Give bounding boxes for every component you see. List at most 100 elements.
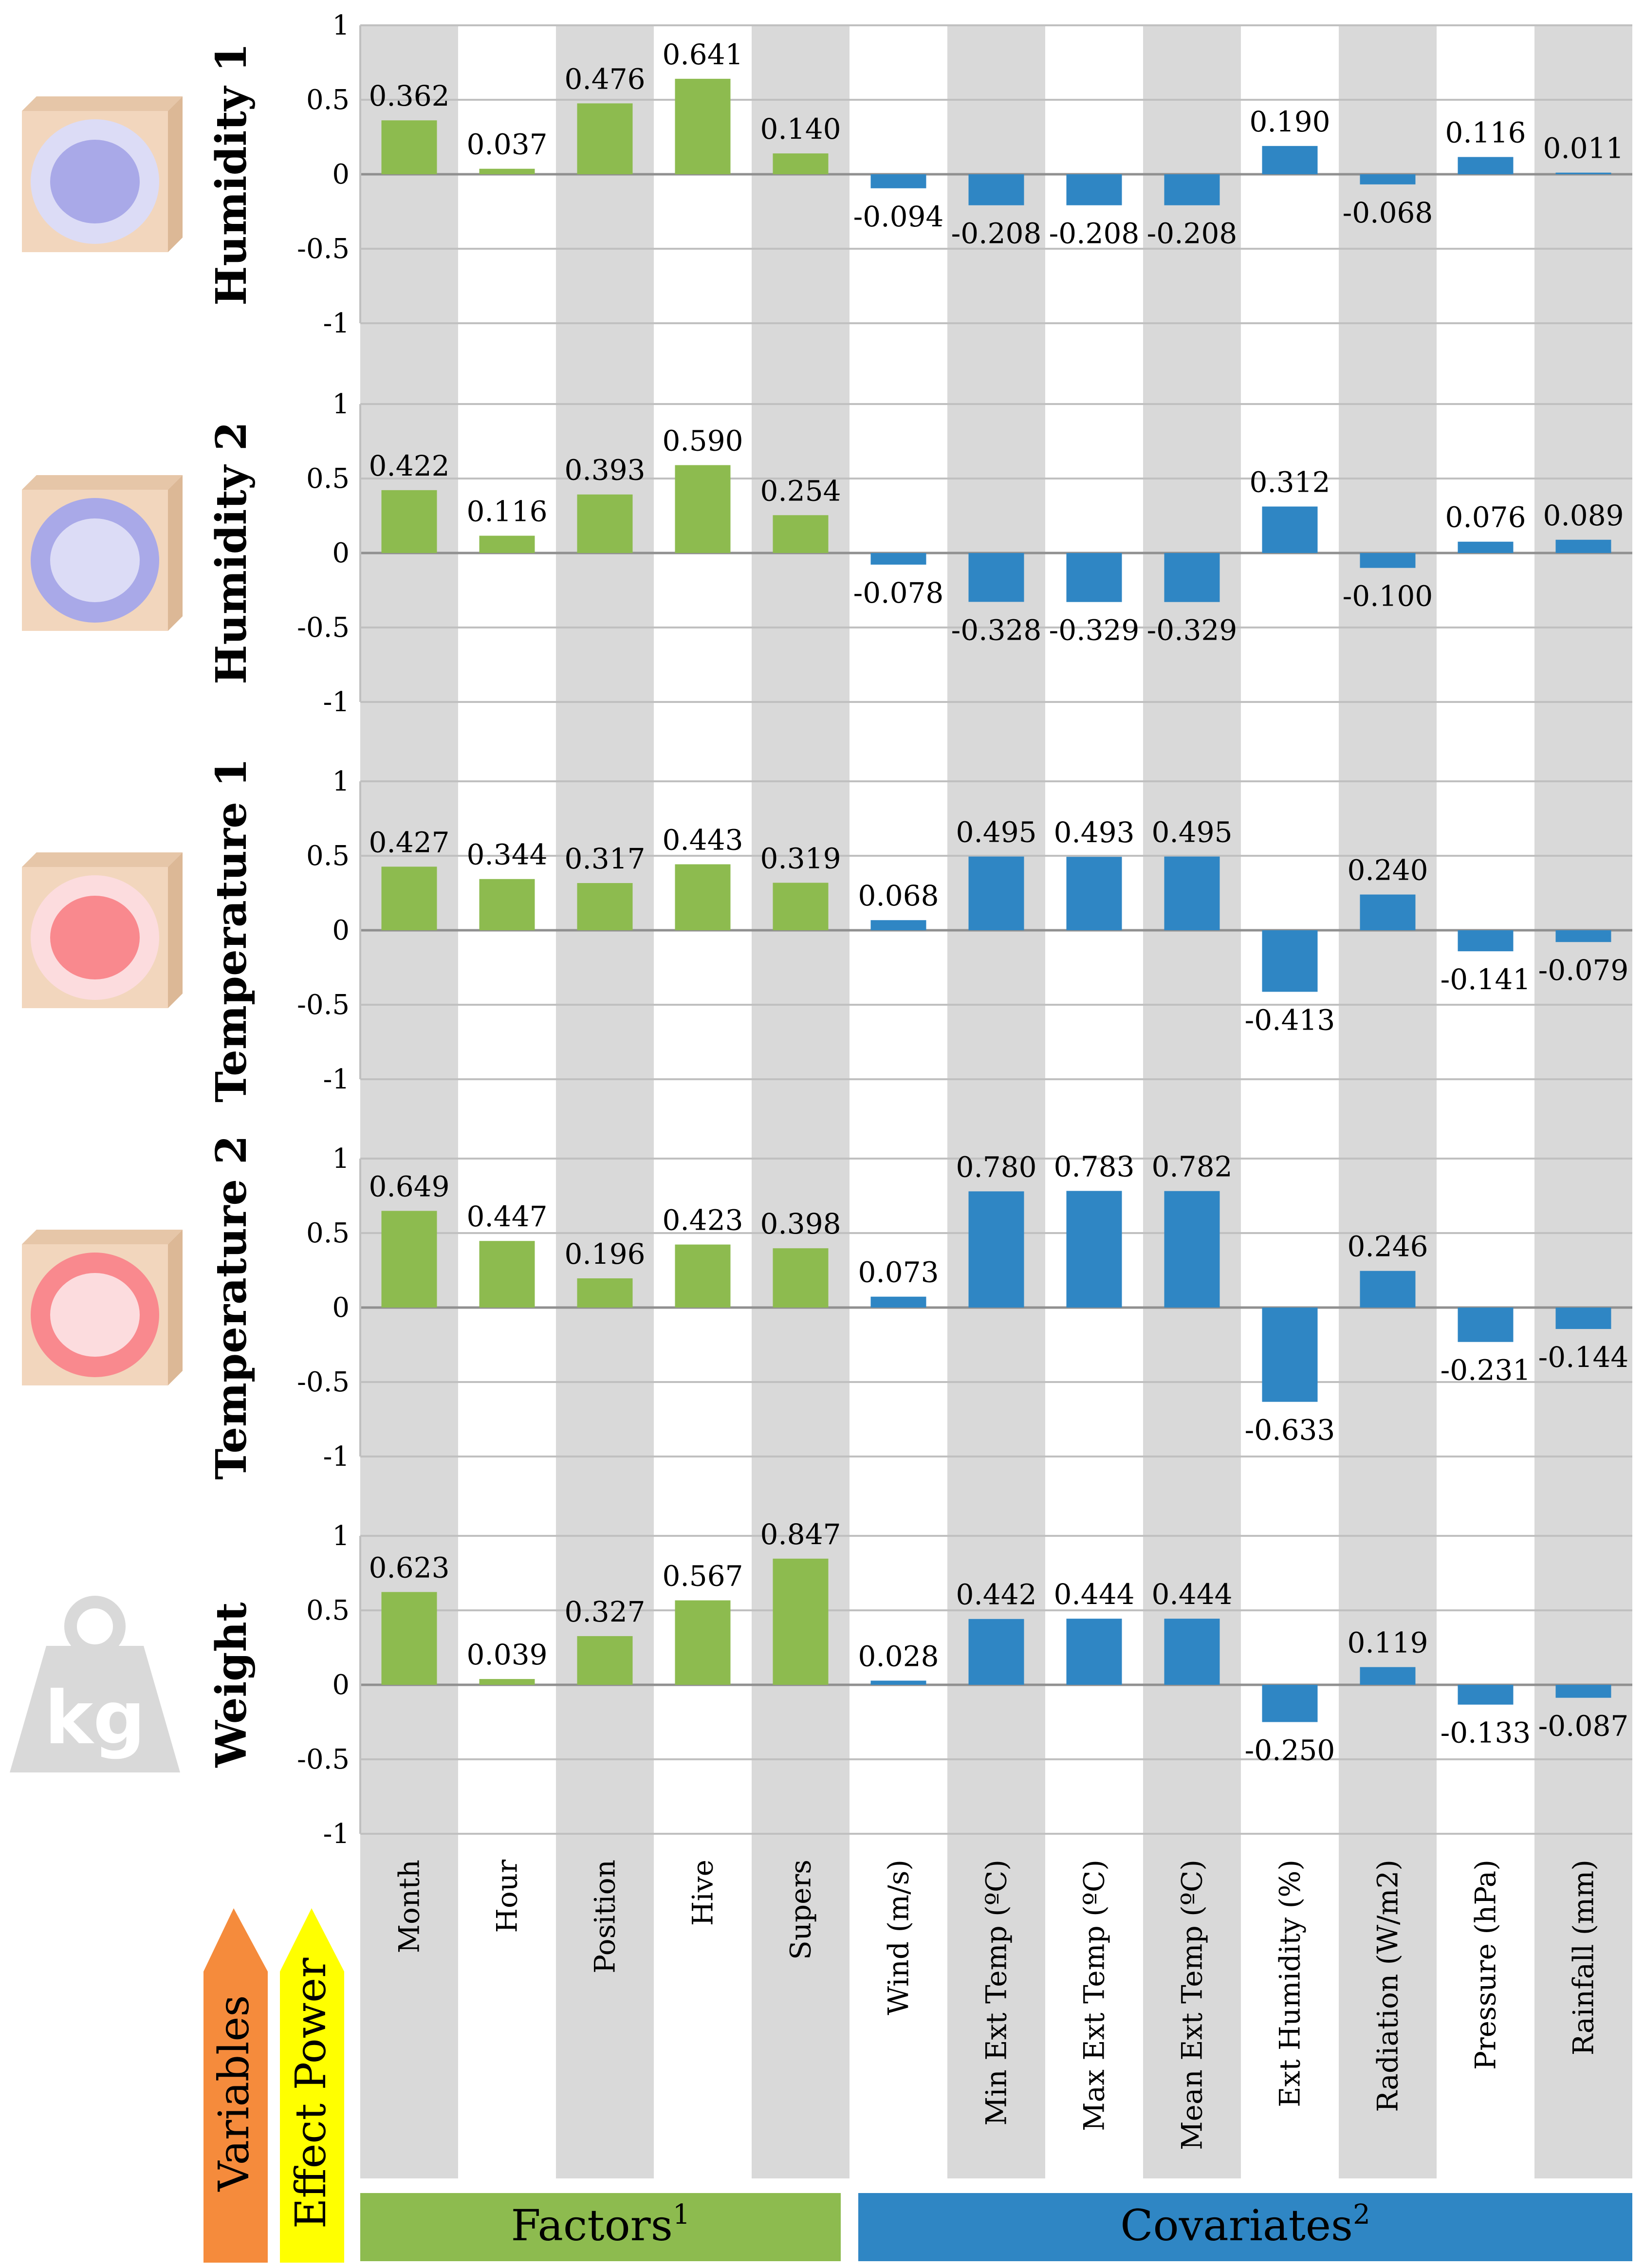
bar-weight-min-ext-temp-c bbox=[968, 1619, 1024, 1685]
x-tick-label-max-ext-temp-c: Max Ext Temp (ºC) bbox=[1078, 1860, 1111, 2131]
y-tick-label: -0.5 bbox=[297, 989, 350, 1021]
data-label: 0.444 bbox=[1151, 1578, 1232, 1611]
data-label: -0.133 bbox=[1441, 1716, 1531, 1750]
y-tick-label: -1 bbox=[323, 686, 350, 718]
y-tick-label: 0.5 bbox=[306, 84, 350, 116]
variable-label-temperature-1: Temperature 1 bbox=[207, 758, 256, 1103]
data-label: -0.328 bbox=[951, 613, 1042, 646]
weight-kg-text: kg bbox=[44, 1676, 145, 1761]
factors-label: Factors1 bbox=[511, 2199, 690, 2250]
bar-temperature-1-radiation-w-m2 bbox=[1360, 894, 1416, 930]
bar-temperature-1-ext-humidity bbox=[1262, 930, 1318, 992]
bar-temperature-2-hour bbox=[479, 1241, 535, 1308]
data-label: 0.312 bbox=[1249, 466, 1330, 499]
y-tick-label: -1 bbox=[323, 1818, 350, 1850]
data-label: 0.847 bbox=[760, 1518, 841, 1551]
variable-label-weight: Weight bbox=[207, 1602, 256, 1768]
data-label: 0.423 bbox=[662, 1204, 743, 1237]
data-label: 0.567 bbox=[662, 1559, 743, 1592]
bar-weight-wind-m-s bbox=[870, 1680, 926, 1685]
y-tick-label: 0.5 bbox=[306, 463, 350, 495]
stripe-radiation-w-m2 bbox=[1339, 25, 1437, 2178]
data-label: -0.078 bbox=[853, 576, 944, 609]
data-label: 0.444 bbox=[1053, 1578, 1134, 1611]
data-label: 0.037 bbox=[466, 128, 547, 161]
hive-top-face bbox=[22, 475, 183, 490]
covariates-label: Covariates2 bbox=[1120, 2199, 1370, 2250]
bar-humidity-1-pressure-hpa bbox=[1458, 157, 1514, 174]
chart-panels: 1 0.5 0 -0.5 -1 Humidity 1 0.362 0.037 0.476 0.64… bbox=[207, 10, 1632, 1850]
bar-weight-supers bbox=[773, 1558, 829, 1685]
variable-label-temperature-2: Temperature 2 bbox=[207, 1135, 256, 1480]
stripe-rainfall-mm bbox=[1534, 25, 1632, 2178]
data-label: -0.329 bbox=[1049, 614, 1140, 647]
data-label: 0.039 bbox=[466, 1638, 547, 1671]
bar-temperature-2-ext-humidity bbox=[1262, 1308, 1318, 1402]
bar-humidity-1-month bbox=[381, 120, 437, 174]
y-tick-label: 1 bbox=[332, 388, 350, 420]
data-label: -0.208 bbox=[1049, 217, 1140, 250]
data-label: -0.087 bbox=[1538, 1710, 1629, 1743]
bar-temperature-2-min-ext-temp-c bbox=[968, 1191, 1024, 1308]
bar-weight-hive bbox=[675, 1600, 731, 1685]
hive-hole bbox=[50, 140, 140, 223]
stripe-month bbox=[360, 25, 458, 2178]
hive-top-face bbox=[22, 852, 183, 867]
bar-temperature-2-supers bbox=[773, 1248, 829, 1308]
bottom-header: Variables Effect Power Factors1 Covariates2 bbox=[203, 1908, 1632, 2263]
data-label: -0.633 bbox=[1245, 1414, 1335, 1447]
bar-weight-ext-humidity bbox=[1262, 1685, 1318, 1722]
bar-weight-max-ext-temp-c bbox=[1066, 1619, 1122, 1685]
weight-kg-icon: kg bbox=[10, 1596, 180, 1772]
data-label: 0.476 bbox=[564, 62, 645, 95]
bar-humidity-1-max-ext-temp-c bbox=[1066, 174, 1122, 205]
hive-side-face bbox=[168, 475, 183, 631]
factors-superscript: 1 bbox=[673, 2199, 690, 2231]
variable-label-humidity-1: Humidity 1 bbox=[207, 43, 256, 306]
bar-humidity-1-supers bbox=[773, 153, 829, 174]
data-label: -0.141 bbox=[1441, 963, 1531, 996]
bar-humidity-1-hive bbox=[675, 78, 731, 174]
data-label: 0.782 bbox=[1151, 1150, 1232, 1183]
data-label: 0.422 bbox=[369, 449, 449, 482]
bar-humidity-2-wind-m-s bbox=[870, 553, 926, 565]
stripe-mean-ext-temp-c bbox=[1143, 25, 1241, 2178]
y-tick-label: -1 bbox=[323, 308, 350, 339]
bar-temperature-1-position bbox=[577, 883, 633, 930]
data-label: -0.250 bbox=[1245, 1734, 1335, 1767]
x-tick-label-hive: Hive bbox=[686, 1860, 720, 1926]
data-label: -0.079 bbox=[1538, 954, 1629, 987]
hive-temperature-2-icon bbox=[22, 1230, 183, 1385]
hive-side-face bbox=[168, 1230, 183, 1385]
data-label: 0.140 bbox=[760, 112, 841, 146]
y-tick-label: -1 bbox=[323, 1064, 350, 1095]
hive-top-face bbox=[22, 1230, 183, 1244]
x-tick-label-mean-ext-temp-c: Mean Ext Temp (ºC) bbox=[1176, 1860, 1209, 2150]
data-label: 0.493 bbox=[1053, 816, 1134, 849]
effect-power-arrow bbox=[280, 1908, 344, 2263]
panel-weight: 1 0.5 0 -0.5 -1 Weight 0.623 0.039 0.327 0.567 0.8… bbox=[207, 1518, 1632, 1850]
y-tick-label: 0 bbox=[332, 1669, 350, 1701]
y-tick-label: 0 bbox=[332, 159, 350, 190]
hive-hole bbox=[50, 518, 140, 602]
data-label: 0.254 bbox=[760, 474, 841, 507]
x-tick-label-pressure-hpa: Pressure (hPa) bbox=[1469, 1860, 1502, 2070]
bar-humidity-1-wind-m-s bbox=[870, 174, 926, 188]
data-label: 0.495 bbox=[956, 816, 1036, 849]
bar-temperature-1-month bbox=[381, 867, 437, 930]
panel-humidity-2: 1 0.5 0 -0.5 -1 Humidity 2 0.422 0.116 0.393 0.59… bbox=[207, 388, 1632, 718]
y-tick-label: 1 bbox=[332, 10, 350, 41]
bar-temperature-2-pressure-hpa bbox=[1458, 1308, 1514, 1342]
bar-weight-month bbox=[381, 1592, 437, 1685]
data-label: 0.240 bbox=[1347, 854, 1428, 887]
bar-temperature-2-mean-ext-temp-c bbox=[1164, 1191, 1220, 1308]
data-label: 0.028 bbox=[858, 1640, 939, 1673]
data-label: 0.319 bbox=[760, 842, 841, 875]
panel-temperature-2: 1 0.5 0 -0.5 -1 Temperature 2 0.649 0.447 0.196 0… bbox=[207, 1135, 1632, 1480]
data-label: -0.100 bbox=[1343, 580, 1433, 613]
bar-humidity-1-position bbox=[577, 103, 633, 174]
y-tick-label: 0.5 bbox=[306, 1217, 350, 1249]
stripe-min-ext-temp-c bbox=[947, 25, 1045, 2178]
data-label: -0.329 bbox=[1147, 614, 1238, 647]
hive-temperature-1-icon bbox=[22, 852, 183, 1008]
